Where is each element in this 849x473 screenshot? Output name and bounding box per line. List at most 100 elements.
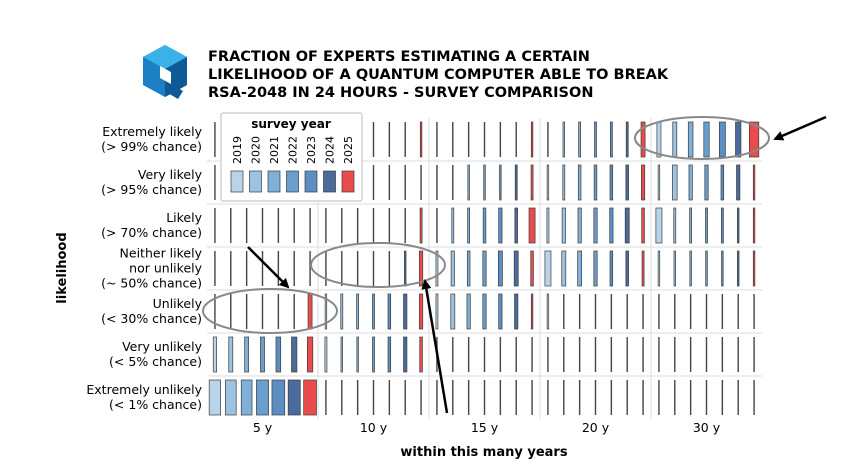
bar-2023 bbox=[277, 208, 280, 243]
row-label: Very unlikely bbox=[122, 339, 203, 354]
row-label: (> 99% chance) bbox=[101, 139, 202, 154]
bar-2025 bbox=[753, 294, 755, 329]
legend-year: 2020 bbox=[250, 136, 263, 164]
bar-2025 bbox=[752, 207, 756, 244]
bar-2025 bbox=[642, 380, 644, 415]
bar-2024 bbox=[513, 250, 519, 287]
bar-2022 bbox=[372, 122, 375, 157]
row-label: nor unlikely bbox=[129, 261, 202, 276]
bar-2021 bbox=[578, 121, 582, 158]
row-label: (> 95% chance) bbox=[101, 182, 202, 197]
bar-2023 bbox=[721, 294, 724, 329]
bar-2022 bbox=[261, 251, 264, 286]
bar-2024 bbox=[625, 250, 629, 287]
bar-2023 bbox=[499, 380, 502, 415]
legend-swatch-2019 bbox=[230, 170, 244, 193]
bar-2019 bbox=[657, 250, 661, 287]
legend-items: 2019 2020 2021 2022 2023 2024 2025 bbox=[230, 136, 355, 193]
bar-2025 bbox=[420, 165, 422, 200]
bar-2024 bbox=[293, 294, 295, 329]
bar-2021 bbox=[689, 294, 692, 329]
bar-2020 bbox=[230, 294, 232, 329]
legend-year: 2021 bbox=[268, 136, 281, 164]
bar-2022 bbox=[705, 380, 708, 415]
bar-2024 bbox=[625, 121, 629, 158]
bar-2023 bbox=[499, 164, 502, 201]
bar-2020 bbox=[340, 293, 344, 330]
bar-2023 bbox=[721, 250, 724, 287]
bar-2022 bbox=[372, 336, 375, 373]
bar-2025 bbox=[640, 121, 646, 158]
bar-2019 bbox=[658, 337, 660, 372]
bar-2023 bbox=[388, 165, 391, 200]
bar-2020 bbox=[452, 380, 454, 415]
bar-2022 bbox=[594, 121, 597, 158]
bar-2023 bbox=[275, 336, 282, 373]
bar-2023 bbox=[610, 380, 613, 415]
bar-2021 bbox=[689, 380, 692, 415]
bar-2025 bbox=[309, 208, 311, 243]
highlight-ellipse-10y-neither bbox=[310, 242, 446, 288]
bar-2020 bbox=[225, 379, 237, 416]
bar-2021 bbox=[356, 251, 359, 286]
bar-2022 bbox=[372, 208, 375, 243]
bar-2024 bbox=[514, 293, 519, 330]
bar-2020 bbox=[673, 207, 677, 244]
bar-2021 bbox=[467, 164, 470, 201]
row-label: Very likely bbox=[138, 167, 203, 182]
bar-2023 bbox=[388, 251, 391, 286]
bar-2021 bbox=[688, 164, 693, 201]
bar-2020 bbox=[341, 251, 343, 286]
bar-2021 bbox=[356, 336, 359, 373]
bar-2019 bbox=[546, 207, 550, 244]
bar-2022 bbox=[483, 337, 486, 372]
bar-2021 bbox=[356, 380, 359, 415]
bar-2020 bbox=[341, 380, 343, 415]
arrow-10y bbox=[421, 279, 449, 414]
legend-swatch-2021 bbox=[267, 170, 281, 193]
highlight-ellipse-5y-unlikely bbox=[202, 288, 338, 334]
bar-2023 bbox=[721, 337, 724, 372]
highlight-ellipse-30y-extremely-likely bbox=[634, 116, 770, 160]
bar-2025 bbox=[528, 207, 536, 244]
bar-2019 bbox=[658, 380, 660, 415]
bar-2020 bbox=[341, 208, 343, 243]
x-axis-label: within this many years bbox=[400, 445, 567, 460]
bar-2019 bbox=[546, 293, 550, 330]
bar-2020 bbox=[563, 380, 565, 415]
legend-swatch-2025 bbox=[341, 170, 355, 193]
bar-2022 bbox=[703, 121, 710, 158]
bar-2021 bbox=[467, 337, 470, 372]
bar-2019 bbox=[657, 164, 661, 201]
bar-2024 bbox=[514, 207, 518, 244]
bar-2020 bbox=[561, 207, 566, 244]
bar-2021 bbox=[578, 380, 581, 415]
bar-2020 bbox=[562, 164, 566, 201]
bar-2022 bbox=[482, 293, 487, 330]
bar-2022 bbox=[256, 379, 269, 416]
bar-2023 bbox=[388, 380, 391, 415]
bar-2023 bbox=[720, 207, 724, 244]
bar-2021 bbox=[689, 207, 693, 244]
bar-2025 bbox=[419, 207, 423, 244]
bar-2019 bbox=[436, 208, 438, 243]
bar-2025 bbox=[642, 337, 644, 372]
bar-2024 bbox=[515, 337, 517, 372]
bar-2024 bbox=[404, 208, 406, 243]
row-label: Neither likely bbox=[120, 246, 203, 261]
bar-2020 bbox=[563, 294, 565, 329]
bar-2025 bbox=[641, 250, 645, 287]
bar-2019 bbox=[656, 121, 662, 158]
bar-2020 bbox=[452, 122, 454, 157]
bar-2025 bbox=[419, 121, 423, 158]
bar-2022 bbox=[705, 294, 708, 329]
bar-2023 bbox=[277, 294, 280, 329]
bar-2021 bbox=[687, 121, 694, 158]
bar-2024 bbox=[736, 164, 741, 201]
chart-title-line-3: RSA-2048 IN 24 HOURS - SURVEY COMPARISON bbox=[208, 85, 593, 101]
bar-2024 bbox=[737, 380, 739, 415]
bar-2020 bbox=[674, 380, 676, 415]
bar-2025 bbox=[420, 380, 422, 415]
legend: survey year 2019 2020 2021 2022 2023 2024 2025 bbox=[220, 112, 363, 202]
